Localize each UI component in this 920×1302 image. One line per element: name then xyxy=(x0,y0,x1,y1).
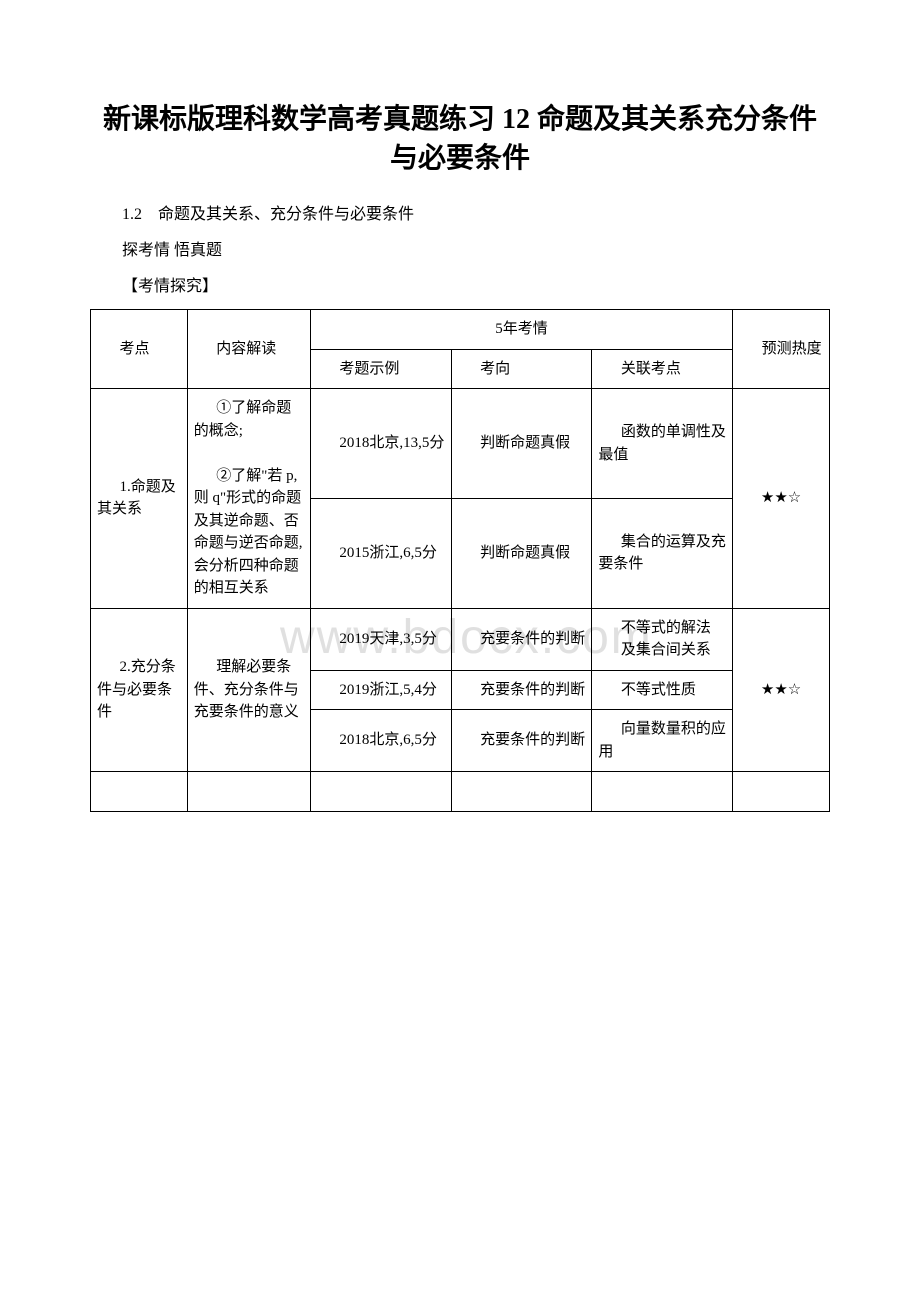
kaoti-2-1: 2019天津,3,5分 xyxy=(317,628,445,651)
kaoti-2-2: 2019浙江,5,4分 xyxy=(317,679,445,702)
col-kaodian: 考点 xyxy=(97,338,181,361)
neirong-1a: ①了解命题的概念; xyxy=(194,397,304,442)
col-neirong: 内容解读 xyxy=(194,338,304,361)
neirong-2: 理解必要条件、充分条件与充要条件的意义 xyxy=(194,656,304,724)
guanlian-1-1: 函数的单调性及最值 xyxy=(598,421,726,466)
kaoxiang-1-1: 判断命题真假 xyxy=(458,432,586,455)
guanlian-1-2: 集合的运算及充要条件 xyxy=(598,531,726,576)
subtitle-1: 探考情 悟真题 xyxy=(90,238,830,264)
kaodian-2: 2.充分条件与必要条件 xyxy=(97,656,181,724)
kaoti-1-1: 2018北京,13,5分 xyxy=(317,432,445,455)
col-kaoxiang: 考向 xyxy=(458,358,586,381)
kaoti-1-2: 2015浙江,6,5分 xyxy=(317,542,445,565)
guanlian-2-1a: 不等式的解法 xyxy=(598,617,726,640)
exam-analysis-table: 考点 内容解读 5年考情 预测热度 考题示例 考向 关联考点 1.命题及其关系 … xyxy=(90,309,830,812)
kaoxiang-2-1: 充要条件的判断 xyxy=(458,628,586,651)
subtitle-2: 【考情探究】 xyxy=(90,274,830,300)
kaoxiang-2-3: 充要条件的判断 xyxy=(458,729,586,752)
col-yuce: 预测热度 xyxy=(739,338,823,361)
table-row: 2.充分条件与必要条件 理解必要条件、充分条件与充要条件的意义 2019天津,3… xyxy=(91,608,830,670)
kaoti-2-3: 2018北京,6,5分 xyxy=(317,729,445,752)
yuce-1: ★★☆ xyxy=(733,389,830,609)
neirong-1b: ②了解"若 p,则 q"形式的命题及其逆命题、否命题与逆否命题,会分析四种命题的… xyxy=(194,465,304,600)
kaodian-1: 1.命题及其关系 xyxy=(97,476,181,521)
kaoxiang-1-2: 判断命题真假 xyxy=(458,542,586,565)
table-row-empty xyxy=(91,772,830,812)
guanlian-2-3: 向量数量积的应用 xyxy=(598,718,726,763)
yuce-2: ★★☆ xyxy=(733,608,830,772)
section-number: 1.2 命题及其关系、充分条件与必要条件 xyxy=(90,202,830,228)
guanlian-2-1b: 及集合间关系 xyxy=(598,639,726,662)
col-wunian: 5年考情 xyxy=(310,310,732,350)
page-title: 新课标版理科数学高考真题练习 12 命题及其关系充分条件与必要条件 xyxy=(90,100,830,178)
col-kaoti: 考题示例 xyxy=(317,358,445,381)
table-header-row-1: 考点 内容解读 5年考情 预测热度 xyxy=(91,310,830,350)
kaoxiang-2-2: 充要条件的判断 xyxy=(458,679,586,702)
guanlian-2-2: 不等式性质 xyxy=(598,679,726,702)
table-row: 1.命题及其关系 ①了解命题的概念; ②了解"若 p,则 q"形式的命题及其逆命… xyxy=(91,389,830,499)
col-guanlian: 关联考点 xyxy=(598,358,726,381)
